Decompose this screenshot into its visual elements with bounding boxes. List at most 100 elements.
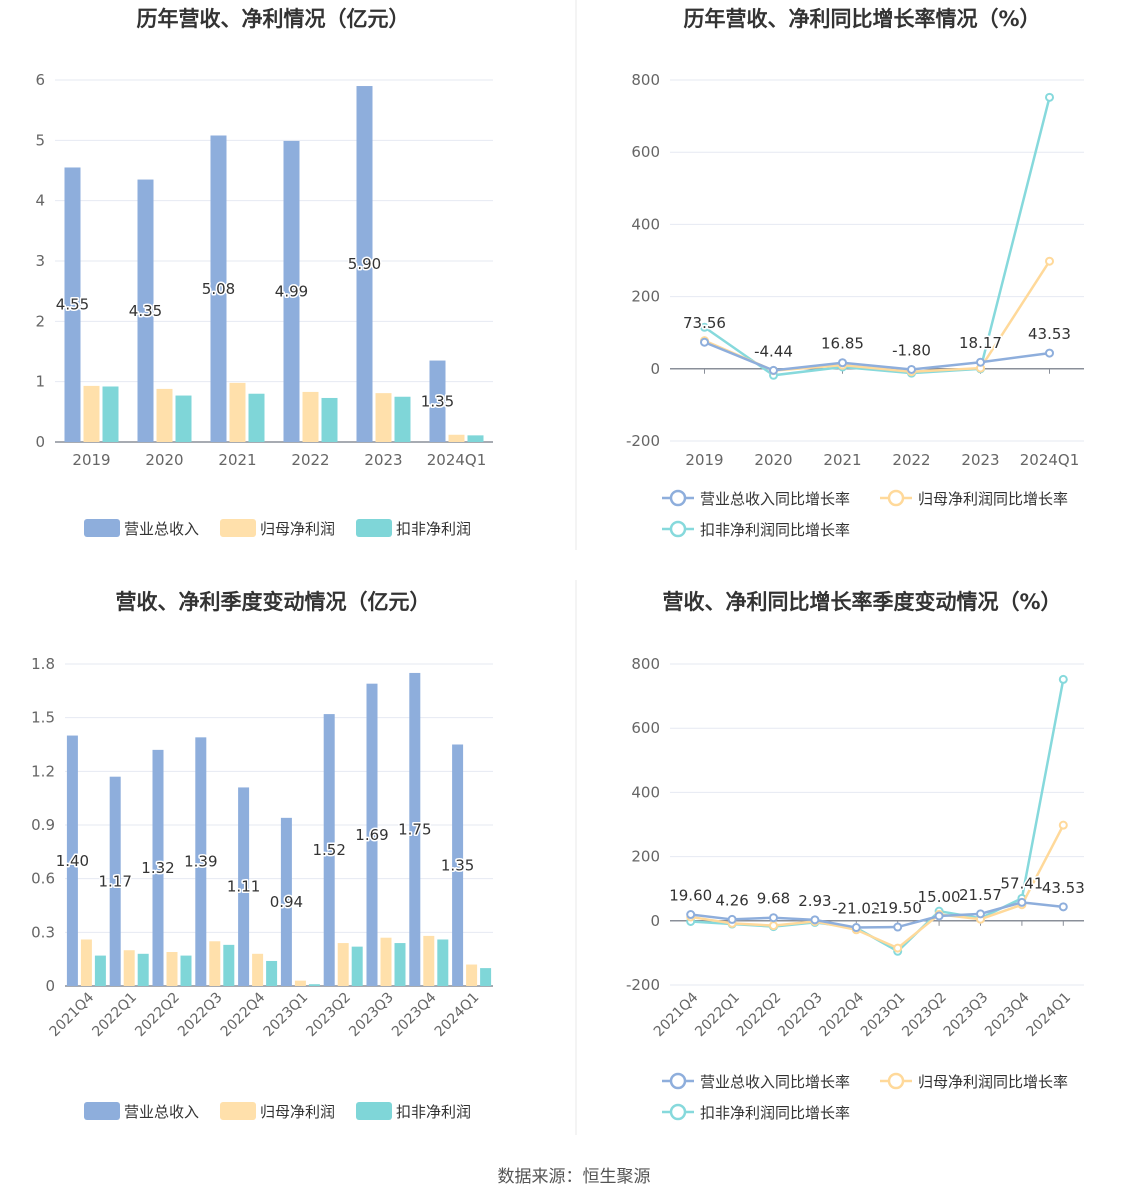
legend-label: 归母净利润同比增长率 (918, 490, 1068, 508)
bar-revenue (210, 135, 227, 443)
bar-revenue (238, 787, 250, 986)
bar-parent-profit (166, 952, 178, 986)
bar-parent-profit (375, 393, 392, 442)
y-tick-label: 0 (650, 912, 660, 930)
bar-deducted-profit (248, 393, 265, 442)
line-data-label: 18.17 (959, 334, 1002, 352)
x-tick-label: 2023 (961, 451, 999, 469)
y-tick-label: 0.3 (31, 923, 55, 941)
series-point (727, 914, 737, 924)
bar-revenue (356, 86, 373, 443)
x-tick-label: 2021 (823, 451, 861, 469)
series-point (1045, 348, 1054, 358)
y-tick-label: -200 (626, 432, 660, 450)
bar-parent-profit (423, 935, 435, 986)
x-tick-label: 2019 (685, 451, 723, 469)
y-tick-label: 800 (631, 71, 660, 89)
bar-data-label: 1.35 (421, 392, 454, 410)
chart-title: 历年营收、净利同比增长率情况（%） (683, 7, 1040, 31)
x-tick-label: 2023 (364, 451, 402, 469)
bar-parent-profit (448, 434, 465, 442)
chart-title: 历年营收、净利情况（亿元） (137, 7, 410, 31)
legend-label: 扣非净利润同比增长率 (700, 1104, 850, 1122)
bar-data-label: 1.75 (398, 820, 431, 838)
legend-swatch (84, 519, 120, 537)
bar-parent-profit (80, 939, 92, 986)
chart-legend: 营业总收入 归母净利润 扣非净利润 (84, 1102, 471, 1121)
x-tick-label: 2022Q1 (89, 990, 140, 1041)
series-point (893, 922, 903, 932)
x-tick-label: 2021Q4 (47, 989, 98, 1040)
bar-parent-profit (229, 382, 246, 442)
y-tick-label: 600 (631, 719, 660, 737)
bar-data-label: 1.69 (355, 826, 388, 844)
legend-marker (669, 1103, 687, 1121)
bar-data-label: 1.35 (441, 856, 474, 874)
bar-revenue (283, 140, 300, 443)
series-point (769, 365, 778, 375)
series-point (934, 911, 944, 921)
bar-revenue (409, 672, 421, 986)
x-tick-label: 2022 (291, 451, 329, 469)
bar-revenue (137, 179, 154, 443)
bar-data-label: 1.52 (312, 841, 345, 859)
line-data-label: 9.68 (757, 890, 790, 908)
legend-marker (887, 1072, 905, 1090)
series-line-0 (690, 901, 1064, 929)
y-tick-label: 400 (631, 215, 660, 233)
legend-swatch (84, 1102, 120, 1120)
series-point (851, 923, 861, 933)
series-point (976, 909, 985, 919)
chart-quarterly_growth: 营收、净利同比增长率季度变动情况（%） -200 0 200 400 600 800 2021… (626, 590, 1086, 1122)
x-tick-label: 2024Q1 (427, 451, 487, 469)
bar-deducted-profit (266, 960, 278, 986)
x-tick-label: 2023Q1 (261, 990, 312, 1041)
x-tick-label: 2022Q4 (817, 989, 868, 1040)
bar-deducted-profit (223, 944, 235, 986)
x-tick-label: 2022Q2 (132, 990, 183, 1041)
legend-marker (669, 489, 687, 507)
y-tick-label: 3 (35, 252, 45, 270)
bar-revenue (152, 749, 164, 986)
line-data-label: -19.50 (874, 899, 922, 917)
x-tick-label: 2022Q1 (692, 990, 743, 1041)
y-tick-label: 0 (650, 360, 660, 378)
x-tick-label: 2023Q3 (346, 990, 397, 1041)
bar-revenue (323, 714, 335, 986)
chart-title: 营收、净利季度变动情况（亿元） (116, 590, 431, 614)
series-point (893, 943, 903, 953)
bar-revenue (195, 737, 207, 986)
x-tick-label: 2023Q4 (982, 989, 1033, 1040)
y-tick-label: 800 (631, 655, 660, 673)
bar-data-label: 1.32 (141, 859, 174, 877)
x-tick-label: 2024Q1 (432, 990, 483, 1041)
chart-annual_growth: 历年营收、净利同比增长率情况（%） -200 0 200 400 600 800 2019 20… (626, 7, 1084, 539)
line-data-label: 73.56 (683, 314, 726, 332)
x-tick-label: 2022Q4 (218, 989, 269, 1040)
x-tick-label: 2020 (754, 451, 792, 469)
x-tick-label: 2022Q3 (175, 990, 226, 1041)
legend-label: 归母净利润 (260, 520, 335, 538)
bar-parent-profit (302, 391, 319, 442)
legend-marker (887, 489, 905, 507)
legend-label: 扣非净利润 (396, 1103, 471, 1121)
line-data-label: 43.53 (1028, 325, 1071, 343)
legend-swatch (356, 519, 392, 537)
x-tick-label: 2024Q1 (1024, 990, 1075, 1041)
y-tick-label: 1 (35, 373, 45, 391)
y-tick-label: 0.6 (31, 870, 55, 888)
line-data-label: 2.93 (798, 892, 831, 910)
bar-data-label: 4.99 (275, 282, 308, 300)
line-data-label: -21.02 (832, 900, 880, 918)
x-tick-label: 2023Q2 (303, 990, 354, 1041)
y-tick-label: 2 (35, 312, 45, 330)
y-tick-label: 0 (35, 433, 45, 451)
bar-deducted-profit (437, 939, 449, 986)
legend-label: 营业总收入同比增长率 (700, 1073, 850, 1091)
x-tick-label: 2023Q1 (858, 990, 909, 1041)
bar-deducted-profit (175, 395, 192, 442)
bar-deducted-profit (308, 984, 320, 986)
legend-label: 扣非净利润同比增长率 (700, 521, 850, 539)
